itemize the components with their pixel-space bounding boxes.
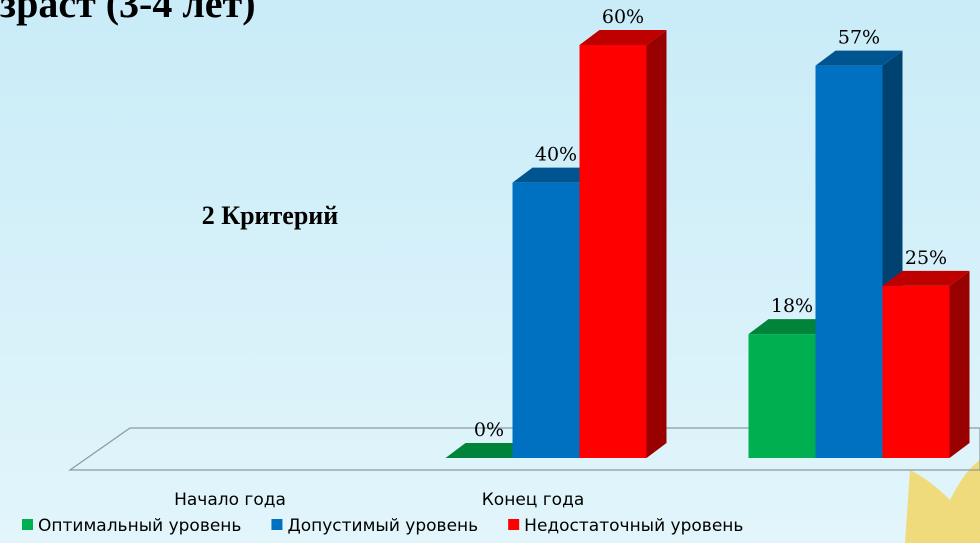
bar-top	[579, 30, 667, 45]
bar-front	[748, 334, 816, 458]
chart-subtitle: 2 Критерий	[202, 201, 339, 230]
bar-top	[748, 319, 836, 335]
value-label: 57%	[838, 27, 880, 49]
value-label: 25%	[905, 247, 947, 269]
value-label: 18%	[771, 295, 813, 317]
bar-front	[512, 182, 580, 458]
value-label: 60%	[602, 6, 644, 28]
bar-front	[579, 45, 647, 458]
legend-swatch	[271, 519, 283, 530]
bar	[882, 270, 970, 458]
x-tick-label: Конец года	[482, 490, 585, 510]
bar-side	[646, 30, 667, 458]
bar-front	[882, 285, 950, 458]
legend-swatch	[22, 519, 33, 530]
bar	[445, 443, 533, 458]
value-label: 0%	[474, 419, 504, 441]
value-label: 40%	[535, 144, 577, 166]
leaf-decoration	[905, 460, 980, 543]
x-tick-label: Начало года	[174, 490, 286, 510]
bar-top	[445, 443, 533, 458]
legend-label: Оптимальный уровень	[38, 516, 241, 536]
bar-top	[512, 167, 600, 183]
chart-title: озраст (3-4 лет)	[0, 0, 256, 26]
floor	[68, 427, 980, 471]
bar-top	[882, 270, 970, 286]
bar-top	[815, 50, 903, 66]
legend-label: Допустимый уровень	[287, 516, 478, 536]
legend-swatch	[508, 519, 520, 530]
bar-front	[815, 65, 883, 459]
bar	[579, 30, 667, 458]
legend-label: Недостаточный уровень	[524, 516, 743, 536]
bar-side	[949, 270, 970, 458]
